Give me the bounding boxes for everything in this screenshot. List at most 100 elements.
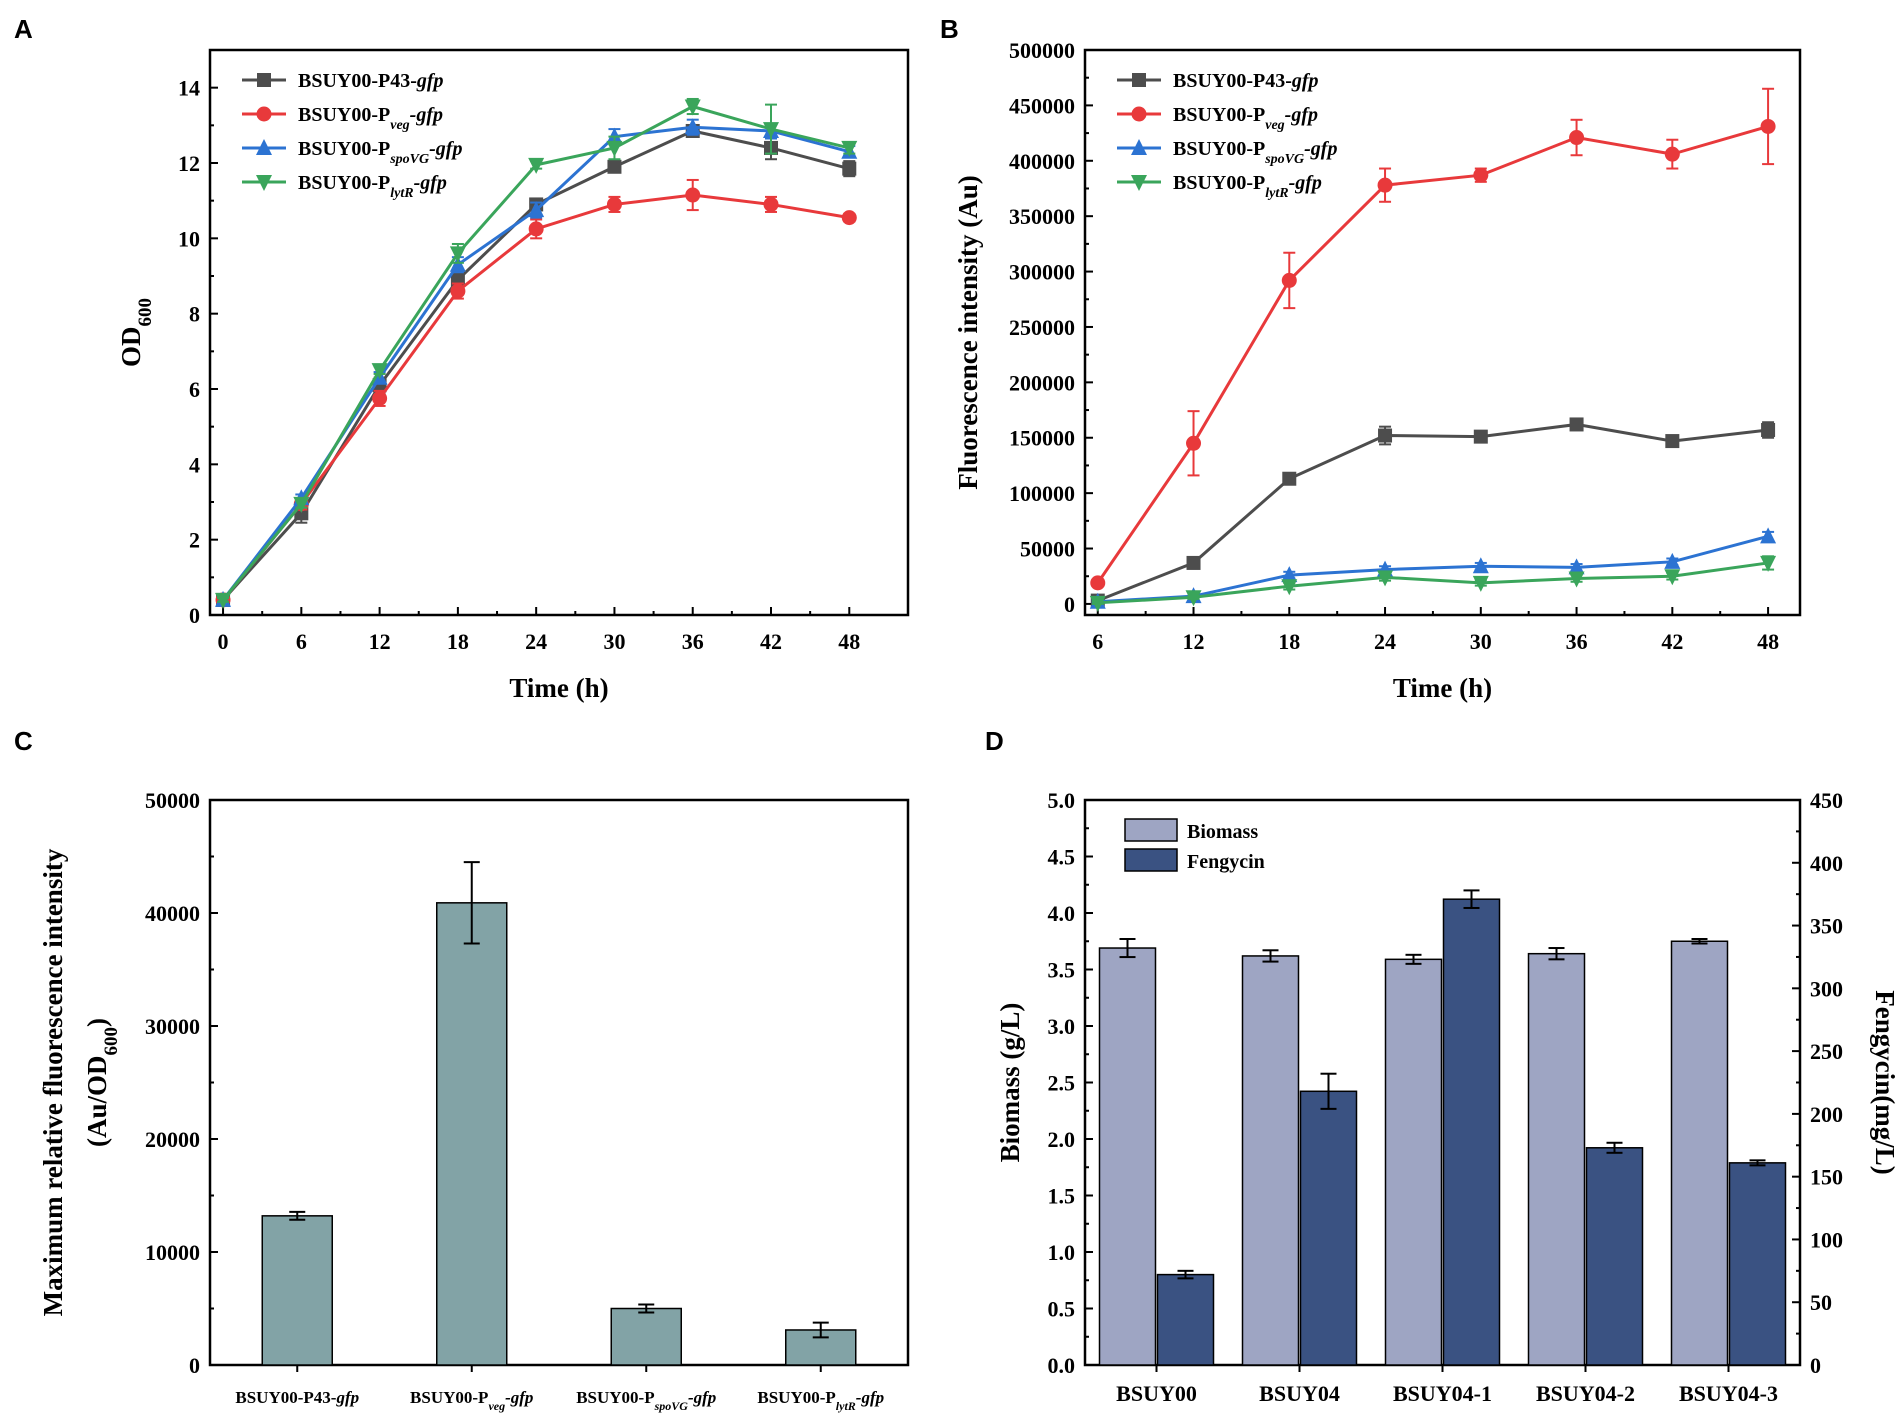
legend-marker bbox=[1132, 73, 1146, 87]
y-left-tick-label: 1.5 bbox=[1048, 1184, 1076, 1209]
bar-fengycin bbox=[1299, 1090, 1358, 1366]
data-point bbox=[1090, 575, 1106, 591]
y-left-tick-label: 2.0 bbox=[1048, 1127, 1076, 1152]
data-point bbox=[1664, 569, 1681, 586]
y-right-tick-label: 150 bbox=[1810, 1165, 1843, 1190]
x-tick-label: 12 bbox=[1183, 629, 1205, 654]
y-tick-label: 10000 bbox=[145, 1240, 200, 1265]
y-left-tick-label: 2.5 bbox=[1048, 1071, 1076, 1096]
y-tick-label: 8 bbox=[189, 302, 200, 327]
data-point bbox=[1377, 177, 1393, 193]
x-tick-label: 42 bbox=[760, 629, 782, 654]
x-tick-label: 30 bbox=[603, 629, 625, 654]
y-axis-label-line2: (Au/OD600) bbox=[82, 1018, 122, 1147]
y-tick-label: 30000 bbox=[145, 1014, 200, 1039]
y-tick-label: 40000 bbox=[145, 901, 200, 926]
series-line bbox=[1096, 125, 1769, 584]
y-tick-label: 12 bbox=[178, 151, 200, 176]
x-tick-label: 42 bbox=[1661, 629, 1683, 654]
data-point bbox=[1569, 130, 1585, 146]
bar-biomass bbox=[1670, 940, 1729, 1366]
x-tick-label: 48 bbox=[838, 629, 860, 654]
x-tick-label: 30 bbox=[1470, 629, 1492, 654]
legend-marker bbox=[256, 106, 272, 122]
legend-label: Fengycin bbox=[1187, 851, 1265, 873]
legend-marker bbox=[1131, 175, 1147, 191]
data-point bbox=[1473, 167, 1489, 183]
legend-label: BSUY00-P43-gfp bbox=[298, 70, 444, 92]
y-left-tick-label: 4.5 bbox=[1048, 845, 1076, 870]
data-point bbox=[450, 283, 466, 299]
data-point bbox=[842, 161, 857, 176]
y-tick-label: 0 bbox=[189, 1353, 200, 1378]
data-point bbox=[841, 210, 857, 226]
data-point bbox=[371, 363, 388, 380]
y-tick-label: 500000 bbox=[1009, 38, 1075, 63]
x-tick-label: BSUY00 bbox=[1116, 1381, 1197, 1406]
y-tick-label: 200000 bbox=[1009, 370, 1075, 395]
y-right-tick-label: 400 bbox=[1810, 851, 1843, 876]
data-point bbox=[372, 390, 388, 406]
x-tick-label: 24 bbox=[525, 629, 547, 654]
x-tick-label: 6 bbox=[1092, 629, 1103, 654]
x-tick-label: 24 bbox=[1374, 629, 1396, 654]
bar bbox=[436, 902, 508, 1366]
bar-fengycin bbox=[1442, 898, 1501, 1366]
data-point bbox=[215, 592, 232, 609]
x-tick-label: BSUY04-2 bbox=[1536, 1381, 1635, 1406]
legend-label: Biomass bbox=[1187, 821, 1258, 843]
y-right-tick-label: 350 bbox=[1810, 914, 1843, 939]
legend-label: BSUY00-PspoVG-gfp bbox=[298, 138, 462, 167]
data-point bbox=[1472, 575, 1489, 592]
legend-label: BSUY00-Pveg-gfp bbox=[298, 104, 443, 133]
y-tick-label: 0 bbox=[189, 603, 200, 628]
y-tick-label: 450000 bbox=[1009, 93, 1075, 118]
data-point bbox=[763, 122, 780, 139]
legend-swatch bbox=[1124, 848, 1178, 872]
y-tick-label: 10 bbox=[178, 226, 200, 251]
data-point bbox=[528, 201, 545, 218]
data-point bbox=[1281, 579, 1298, 596]
data-point bbox=[1378, 428, 1393, 443]
legend-label: BSUY00-PlytR-gfp bbox=[298, 172, 447, 201]
series-line bbox=[1097, 422, 1769, 602]
x-tick-label: 36 bbox=[1566, 629, 1588, 654]
bar-fengycin bbox=[1585, 1147, 1644, 1366]
y-left-tick-label: 1.0 bbox=[1048, 1240, 1076, 1265]
y-right-tick-label: 200 bbox=[1810, 1102, 1843, 1127]
data-point bbox=[1281, 566, 1298, 583]
y-left-tick-label: 0.5 bbox=[1048, 1297, 1076, 1322]
data-point bbox=[685, 187, 701, 203]
bar-biomass bbox=[1384, 958, 1443, 1366]
x-tick-label: BSUY00-Pveg-gfp bbox=[410, 1388, 533, 1413]
legend-marker bbox=[1131, 106, 1147, 122]
bar-fengycin bbox=[1156, 1273, 1215, 1366]
data-point bbox=[606, 140, 623, 157]
y-tick-label: 50000 bbox=[1020, 537, 1075, 562]
y-right-tick-label: 50 bbox=[1810, 1290, 1832, 1315]
data-point bbox=[1760, 118, 1776, 134]
y-right-tick-label: 250 bbox=[1810, 1039, 1843, 1064]
x-tick-label: 18 bbox=[1278, 629, 1300, 654]
legend-swatch bbox=[1124, 818, 1178, 842]
series-line bbox=[1097, 561, 1769, 605]
data-point bbox=[607, 159, 622, 174]
y-axis-label: Fluorescence intensity (Au) bbox=[953, 175, 983, 489]
data-point bbox=[1377, 570, 1394, 587]
legend-label: BSUY00-PlytR-gfp bbox=[1173, 172, 1322, 201]
x-tick-label: BSUY00-PlytR-gfp bbox=[757, 1388, 884, 1413]
bar-biomass bbox=[1527, 952, 1586, 1366]
data-point bbox=[1568, 558, 1585, 575]
y-right-axis-label: Fengycin(mg/L) bbox=[1870, 990, 1900, 1174]
y-tick-label: 2 bbox=[189, 528, 200, 553]
data-point bbox=[684, 99, 701, 116]
y-tick-label: 400000 bbox=[1009, 149, 1075, 174]
series-line bbox=[221, 193, 850, 601]
legend-label: BSUY00-PspoVG-gfp bbox=[1173, 138, 1337, 167]
data-point bbox=[841, 140, 858, 157]
data-point bbox=[606, 196, 622, 212]
panel-letter-b: B bbox=[940, 14, 959, 44]
y-left-tick-label: 4.0 bbox=[1048, 901, 1076, 926]
